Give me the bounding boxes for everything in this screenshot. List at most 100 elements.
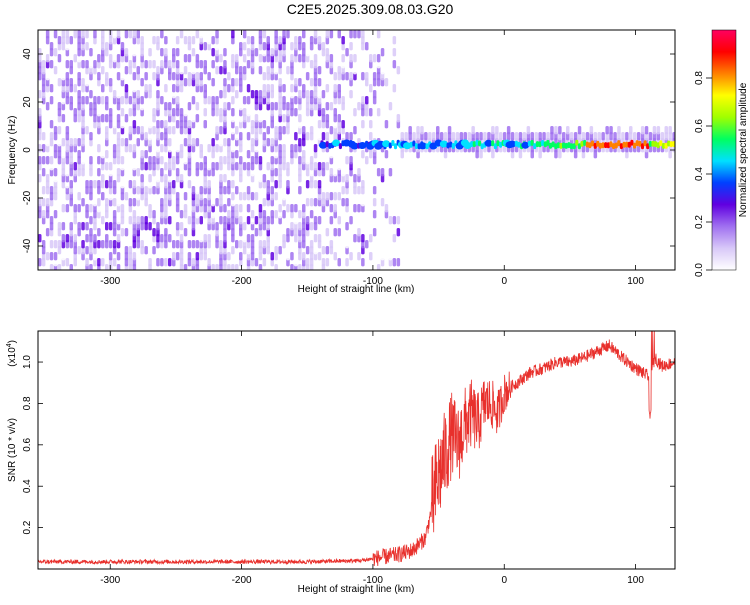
- heatmap-cell: [361, 234, 365, 243]
- heatmap-cell: [168, 138, 172, 147]
- heatmap-cell: [298, 138, 302, 147]
- heatmap-cell: [325, 192, 330, 201]
- heatmap-cell: [132, 144, 137, 153]
- heatmap-cell: [144, 72, 148, 81]
- heatmap-cell: [219, 228, 223, 237]
- heatmap-cell: [317, 162, 322, 171]
- heatmap-cell: [231, 108, 235, 117]
- heatmap-cell: [97, 144, 101, 153]
- heatmap-cell: [105, 264, 109, 270]
- heatmap-cell: [81, 96, 85, 105]
- heatmap-cell: [144, 84, 148, 93]
- heatmap-cell: [270, 156, 274, 165]
- heatmap-cell: [101, 192, 105, 201]
- heatmap-ridge-cell: [617, 140, 621, 147]
- heatmap-ridge-cell: [580, 140, 584, 147]
- heatmap-cell: [372, 228, 377, 237]
- heatmap-cell: [365, 72, 369, 81]
- heatmap-cell: [266, 180, 270, 189]
- heatmap-ridge-cell: [514, 140, 518, 147]
- heatmap-cell: [172, 108, 176, 117]
- snr-exponent-power: 4: [6, 343, 13, 347]
- heatmap-cell: [183, 138, 188, 147]
- heatmap-ridge-cell: [538, 141, 542, 148]
- heatmap-cell: [191, 240, 196, 249]
- heatmap-cell: [172, 30, 176, 39]
- heatmap-cell: [365, 228, 369, 237]
- y-tick-label: 1.0: [22, 355, 33, 369]
- heatmap-cell: [108, 252, 113, 261]
- heatmap-cell: [325, 228, 330, 237]
- heatmap-cell: [227, 180, 231, 189]
- heatmap-cell: [144, 150, 148, 159]
- heatmap-cell: [231, 180, 235, 189]
- heatmap-cell: [239, 192, 243, 201]
- heatmap-cell: [85, 96, 89, 105]
- heatmap-cell: [93, 180, 97, 189]
- heatmap-cell: [223, 48, 227, 57]
- heatmap-cell: [207, 258, 211, 267]
- heatmap-cell: [286, 162, 290, 171]
- heatmap-cell: [89, 216, 93, 225]
- heatmap-cell: [227, 84, 231, 93]
- heatmap-cell: [136, 186, 140, 195]
- heatmap-cell: [258, 90, 263, 99]
- heatmap-cell: [369, 84, 373, 93]
- y-tick-label: -40: [22, 238, 33, 253]
- heatmap-cell: [361, 30, 365, 39]
- heatmap-cell: [41, 210, 46, 219]
- heatmap-cell: [101, 150, 105, 159]
- heatmap-cell: [85, 204, 89, 213]
- heatmap-cell: [262, 120, 267, 129]
- heatmap-cell: [73, 138, 77, 147]
- heatmap-cell: [101, 114, 105, 123]
- snr-plot-area: [38, 331, 675, 569]
- heatmap-blob: [521, 141, 530, 149]
- heatmap-cell: [81, 222, 85, 231]
- heatmap-cell: [152, 186, 156, 195]
- heatmap-blob: [463, 142, 472, 149]
- heatmap-cell: [305, 216, 310, 225]
- heatmap-cell: [380, 198, 385, 207]
- heatmap-cell: [286, 30, 290, 39]
- heatmap-cell: [148, 156, 152, 165]
- heatmap-cell: [231, 54, 235, 63]
- heatmap-cell: [317, 90, 322, 99]
- heatmap-cell: [38, 108, 42, 117]
- heatmap-cell: [85, 108, 89, 117]
- heatmap-cell: [428, 132, 432, 141]
- heatmap-cell: [266, 126, 270, 135]
- heatmap-cell: [357, 84, 361, 93]
- heatmap-cell: [298, 156, 302, 165]
- heatmap-cell: [116, 264, 121, 270]
- heatmap-cell: [302, 150, 306, 159]
- heatmap-cell: [140, 240, 144, 249]
- heatmap-ridge-cell: [577, 143, 581, 150]
- heatmap-cell: [313, 54, 318, 63]
- heatmap-cell: [475, 132, 479, 141]
- heatmap-cell: [179, 222, 184, 231]
- heatmap-cell: [361, 198, 365, 207]
- heatmap-cell: [242, 96, 247, 105]
- heatmap-cell: [282, 126, 286, 135]
- heatmap-cell: [148, 258, 152, 267]
- heatmap-cell: [239, 66, 243, 75]
- heatmap-cell: [219, 216, 223, 225]
- heatmap-blob: [332, 139, 341, 147]
- heatmap-cell: [45, 30, 50, 39]
- heatmap-cell: [337, 258, 341, 267]
- heatmap-cell: [85, 42, 89, 51]
- colorbar-ticks: 0.0 0.2 0.4 0.6 0.8: [694, 71, 712, 277]
- heatmap-cell: [329, 192, 334, 201]
- heatmap-cell: [195, 54, 200, 63]
- heatmap-cell: [105, 234, 109, 243]
- heatmap-cell: [396, 96, 401, 105]
- heatmap-cell: [85, 246, 89, 255]
- heatmap-cell: [305, 72, 310, 81]
- heatmap-cell: [112, 90, 117, 99]
- heatmap-cell: [309, 222, 314, 231]
- heatmap-cell: [365, 264, 369, 270]
- heatmap-ridge-cell: [667, 140, 671, 147]
- heatmap-cell: [345, 132, 349, 141]
- heatmap-cell: [120, 42, 125, 51]
